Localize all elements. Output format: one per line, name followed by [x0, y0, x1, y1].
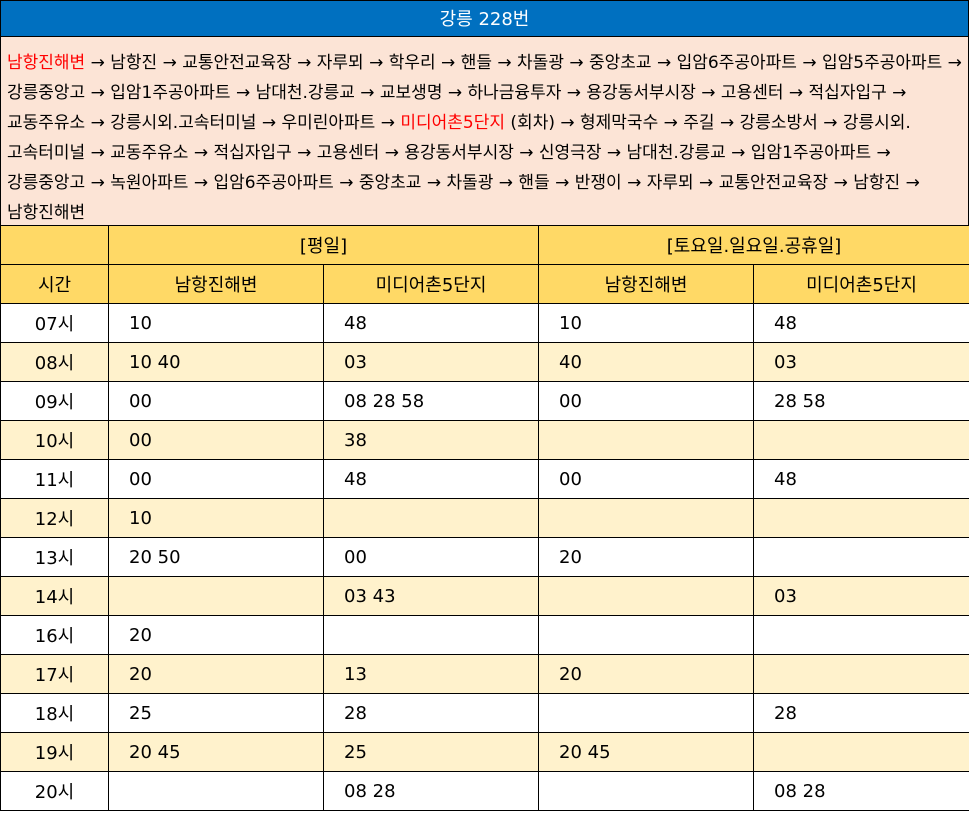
- hour-cell: 11시: [0, 459, 109, 499]
- header-weekday-mediachon: 미디어촌5단지: [322, 264, 540, 304]
- departure-cell: 03: [753, 342, 969, 382]
- departure-cell: 38: [322, 420, 540, 460]
- departure-cell: 20: [108, 615, 324, 655]
- departure-cell: 48: [322, 459, 540, 499]
- hour-cell: 08시: [0, 342, 109, 382]
- hour-cell: 20시: [0, 771, 109, 811]
- departure-cell: 20 50: [108, 537, 324, 577]
- departure-cell: 28 58: [753, 381, 969, 421]
- departure-cell: 20: [538, 654, 755, 694]
- departure-cell: 13: [322, 654, 540, 694]
- route-description: 남항진해변 → 남항진 → 교통안전교육장 → 자루뫼 → 학우리 → 핸들 →…: [0, 37, 969, 225]
- departure-cell: 25: [108, 693, 324, 733]
- weekend-header: [토요일.일요일.공휴일]: [538, 225, 969, 265]
- weekday-header: [평일]: [107, 225, 540, 265]
- column-header-row: 시간 남항진해변 미디어촌5단지 남항진해변 미디어촌5단지: [0, 264, 969, 304]
- departure-cell: 20 45: [538, 732, 755, 772]
- table-row: 14시 03 43 03: [0, 576, 969, 616]
- departure-cell: 08 28: [753, 771, 969, 811]
- table-row: 18시 25 28 28: [0, 693, 969, 733]
- departure-cell: 10: [108, 498, 324, 538]
- table-row: 19시 20 45 25 20 45: [0, 732, 969, 772]
- departure-cell: [538, 771, 755, 811]
- table-row: 20시 08 28 08 28: [0, 771, 969, 811]
- hour-cell: 19시: [0, 732, 109, 772]
- departure-cell: 00: [538, 459, 755, 499]
- departure-cell: 40: [538, 342, 755, 382]
- departure-cell: 10: [108, 303, 324, 343]
- departure-cell: 28: [753, 693, 969, 733]
- departure-cell: 08 28: [322, 771, 540, 811]
- group-header-row: [평일] [토요일.일요일.공휴일]: [0, 225, 969, 265]
- hour-cell: 14시: [0, 576, 109, 616]
- empty-header-cell: [0, 225, 109, 265]
- hour-cell: 10시: [0, 420, 109, 460]
- departure-cell: 20: [108, 654, 324, 694]
- departure-cell: 20: [538, 537, 755, 577]
- table-row: 16시 20: [0, 615, 969, 655]
- departure-cell: 00: [322, 537, 540, 577]
- departure-cell: 03: [753, 576, 969, 616]
- departure-cell: 03: [322, 342, 540, 382]
- route-return: (회차) → 형제막국수 → 주길 → 강릉소방서 → 강릉시외.고속터미널 →…: [7, 113, 920, 223]
- departure-cell: [538, 615, 755, 655]
- departure-cell: [753, 537, 969, 577]
- departure-cell: 48: [322, 303, 540, 343]
- hour-cell: 12시: [0, 498, 109, 538]
- table-row: 17시 20 13 20: [0, 654, 969, 694]
- hour-cell: 13시: [0, 537, 109, 577]
- timetable: [평일] [토요일.일요일.공휴일] 시간 남항진해변 미디어촌5단지 남항진해…: [0, 225, 969, 811]
- route-outbound: → 남항진 → 교통안전교육장 → 자루뫼 → 학우리 → 핸들 → 차돌광 →…: [7, 53, 962, 133]
- departure-cell: [753, 498, 969, 538]
- route-start: 남항진해변: [7, 53, 86, 73]
- header-time: 시간: [0, 264, 109, 304]
- hour-cell: 16시: [0, 615, 109, 655]
- departure-cell: [538, 420, 755, 460]
- table-row: 12시 10: [0, 498, 969, 538]
- departure-cell: 00: [108, 420, 324, 460]
- hour-cell: 18시: [0, 693, 109, 733]
- table-row: 07시 10 48 10 48: [0, 303, 969, 343]
- departure-cell: [753, 654, 969, 694]
- departure-cell: 08 28 58: [322, 381, 540, 421]
- departure-cell: [753, 420, 969, 460]
- header-weekend-namhangjin: 남항진해변: [538, 264, 755, 304]
- departure-cell: [538, 498, 755, 538]
- header-weekday-namhangjin: 남항진해변: [108, 264, 324, 304]
- page-title: 강릉 228번: [0, 0, 969, 37]
- departure-cell: 00: [108, 381, 324, 421]
- route-turnaround: 미디어촌5단지: [400, 113, 506, 133]
- departure-cell: [108, 771, 324, 811]
- departure-cell: 00: [108, 459, 324, 499]
- hour-cell: 07시: [0, 303, 109, 343]
- departure-cell: [322, 498, 540, 538]
- departure-cell: 48: [753, 303, 969, 343]
- departure-cell: [108, 576, 324, 616]
- departure-cell: 10 40: [108, 342, 324, 382]
- departure-cell: 28: [322, 693, 540, 733]
- departure-cell: [538, 576, 755, 616]
- departure-cell: [753, 732, 969, 772]
- departure-cell: 25: [322, 732, 540, 772]
- hour-cell: 17시: [0, 654, 109, 694]
- departure-cell: [538, 693, 755, 733]
- table-row: 13시 20 50 00 20: [0, 537, 969, 577]
- departure-cell: 00: [538, 381, 755, 421]
- table-row: 11시 00 48 00 48: [0, 459, 969, 499]
- departure-cell: 20 45: [108, 732, 324, 772]
- table-row: 08시 10 40 03 40 03: [0, 342, 969, 382]
- departure-cell: 48: [753, 459, 969, 499]
- departure-cell: 10: [538, 303, 755, 343]
- table-row: 10시 00 38: [0, 420, 969, 460]
- header-weekend-mediachon: 미디어촌5단지: [753, 264, 969, 304]
- hour-cell: 09시: [0, 381, 109, 421]
- departure-cell: [753, 615, 969, 655]
- departure-cell: [322, 615, 540, 655]
- table-row: 09시 00 08 28 58 00 28 58: [0, 381, 969, 421]
- departure-cell: 03 43: [322, 576, 540, 616]
